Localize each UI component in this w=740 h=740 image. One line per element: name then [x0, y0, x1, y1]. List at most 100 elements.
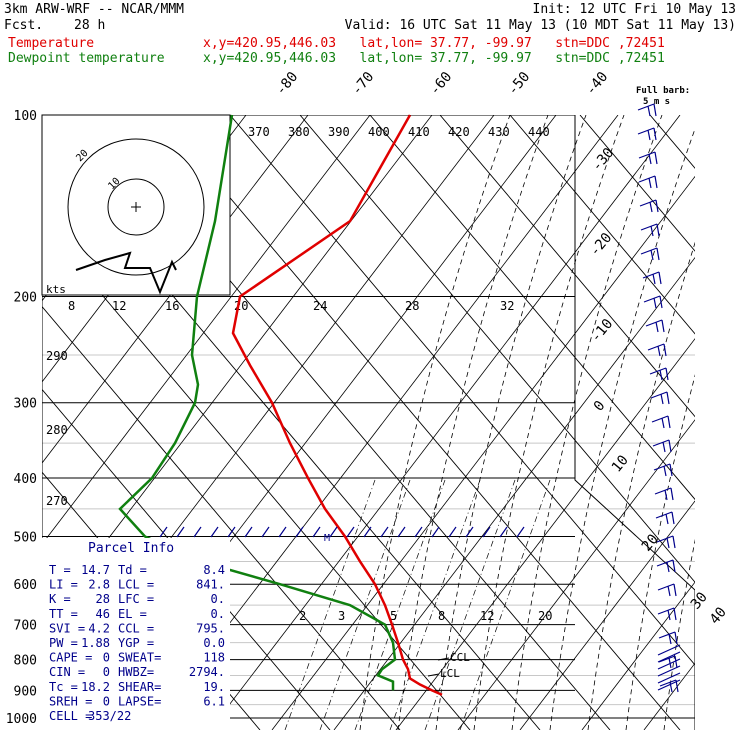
isobar-tick	[397, 526, 406, 538]
wind-barb	[659, 679, 677, 687]
temp-tick-2: -60	[427, 69, 456, 99]
isobar-tick	[244, 526, 253, 538]
wind-barb-low	[657, 679, 681, 691]
isotherm	[299, 115, 695, 583]
isobar-tick	[210, 526, 219, 538]
temp-tick-9: 10	[609, 452, 632, 475]
pressure-label-300: 300	[14, 397, 37, 412]
pressure-label-1000: 1000	[6, 712, 37, 727]
mixing-ratio-label-0: 2	[299, 609, 306, 623]
parcel-key: LFC =	[118, 592, 154, 606]
parcel-key: LCL =	[118, 578, 154, 592]
wind-barb-flag	[667, 585, 671, 597]
hodograph-units: kts	[46, 283, 66, 296]
theta-labels: 370 380 390 400 410 420 430 440	[248, 125, 550, 139]
temp-tick-12: 40	[707, 604, 730, 627]
isobar-tick	[499, 526, 508, 538]
parcel-value: 6.1	[203, 694, 225, 708]
isobar-tick	[448, 526, 457, 538]
isotherm	[579, 115, 695, 252]
theta-label-1: 380	[288, 125, 310, 139]
wind-barb	[638, 175, 656, 183]
lcl-pointer	[427, 673, 440, 677]
isobar-tick	[380, 526, 389, 538]
pressure-axis-labels: 100 200 300 400 500 600 700 800 900 1000	[6, 109, 37, 727]
temperature-profile	[231, 114, 443, 696]
mixing-ratio-label-4: 12	[480, 609, 494, 623]
wind-barb	[638, 151, 656, 159]
mixing-ratio-line	[424, 479, 516, 730]
isobar-tick	[516, 526, 525, 538]
parcel-value: 4.2	[88, 621, 110, 635]
isobar-tick	[329, 526, 338, 538]
pressure-label-800: 800	[14, 654, 37, 669]
wind-barb-flag	[660, 393, 664, 405]
parcel-info-panel: Parcel Info T = 14.7 Td = 8.4 LI = 2.8 LCL = 841…	[42, 538, 230, 730]
wind-barb-flag	[665, 367, 669, 381]
isotherm	[159, 115, 681, 730]
wind-barb	[652, 439, 670, 447]
wind-barb-flag	[656, 223, 660, 237]
thetae-label-1: 280	[46, 423, 68, 437]
mixing-ratio-line	[319, 479, 411, 730]
wind-barb-low	[657, 672, 681, 684]
moist-adiabat	[397, 115, 549, 730]
parcel-key: HWBZ=	[118, 665, 154, 679]
parcel-value: 0.	[211, 607, 225, 621]
wind-barb-flag	[672, 559, 676, 573]
wind-barb-low	[657, 651, 681, 663]
wind-barb-flag	[650, 225, 654, 237]
isotherm	[720, 115, 740, 730]
parcel-value: 841.	[196, 578, 225, 592]
wind-barb-flag	[674, 655, 678, 669]
wind-barb-flag	[662, 441, 666, 453]
mixing-ratio-line	[389, 479, 481, 730]
parcel-key: YGP =	[118, 636, 154, 650]
wind-barb	[645, 319, 663, 327]
wind-barb-flag	[647, 129, 651, 141]
mixing-ratio-line	[284, 479, 376, 730]
dry-adiabat	[519, 500, 695, 730]
wind-barb-flag	[650, 249, 654, 261]
temp-tick-11: 30	[688, 589, 711, 612]
mixing-ratio-line	[459, 479, 551, 730]
moist-adiabat	[511, 115, 663, 730]
isotherm	[369, 115, 695, 501]
parcel-value: 795.	[196, 621, 225, 635]
wind-barb-flag	[647, 105, 651, 117]
parcel-value: 2.8	[88, 578, 110, 592]
temp-tick-0: -80	[273, 69, 302, 99]
wind-barb	[640, 247, 658, 255]
wind-barb-flag	[654, 175, 658, 189]
dry-adiabat	[581, 581, 695, 730]
wind-scale-label-5: 28	[405, 299, 419, 313]
isobar-tick	[414, 526, 423, 538]
wind-barb	[655, 511, 673, 519]
wind-scale-labels: 8 12 16 20 24 28 32	[68, 299, 514, 313]
parcel-value: 28	[96, 592, 110, 606]
isotherm	[509, 115, 695, 335]
dry-adiabat	[209, 115, 681, 730]
parcel-key: TT =	[49, 607, 78, 621]
isotherm	[42, 388, 331, 730]
parcel-key: CAPE =	[49, 651, 92, 665]
temp-tick-8: 0	[591, 398, 609, 415]
moist-adiabat	[435, 115, 587, 730]
mixing-ratio-label-2: 5	[390, 609, 397, 623]
wind-barb-flag	[667, 415, 671, 429]
wind-barb-flag	[668, 439, 672, 453]
isobar-tick	[346, 526, 355, 538]
wind-barb	[657, 583, 675, 591]
wind-barb	[640, 223, 658, 231]
wind-barb-flag	[669, 463, 673, 477]
wind-barb	[642, 271, 660, 279]
parcel-key: T =	[49, 563, 71, 577]
pressure-label-100: 100	[14, 109, 37, 124]
parcel-value: 1.88	[81, 636, 110, 650]
parcel-value: 46	[96, 607, 110, 621]
wind-scale-label-0: 8	[68, 299, 75, 313]
temp-tick-4: -40	[583, 69, 612, 99]
mixing-ratio-label-3: 8	[438, 609, 445, 623]
isobar-tick	[261, 526, 270, 538]
parcel-value: 0.	[211, 592, 225, 606]
